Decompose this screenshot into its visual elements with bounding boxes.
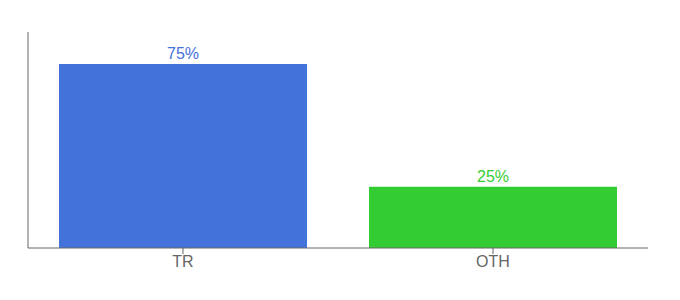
svg-text:TR: TR [172, 253, 193, 270]
svg-text:25%: 25% [477, 168, 509, 185]
svg-text:75%: 75% [167, 45, 199, 62]
svg-text:OTH: OTH [476, 253, 510, 270]
